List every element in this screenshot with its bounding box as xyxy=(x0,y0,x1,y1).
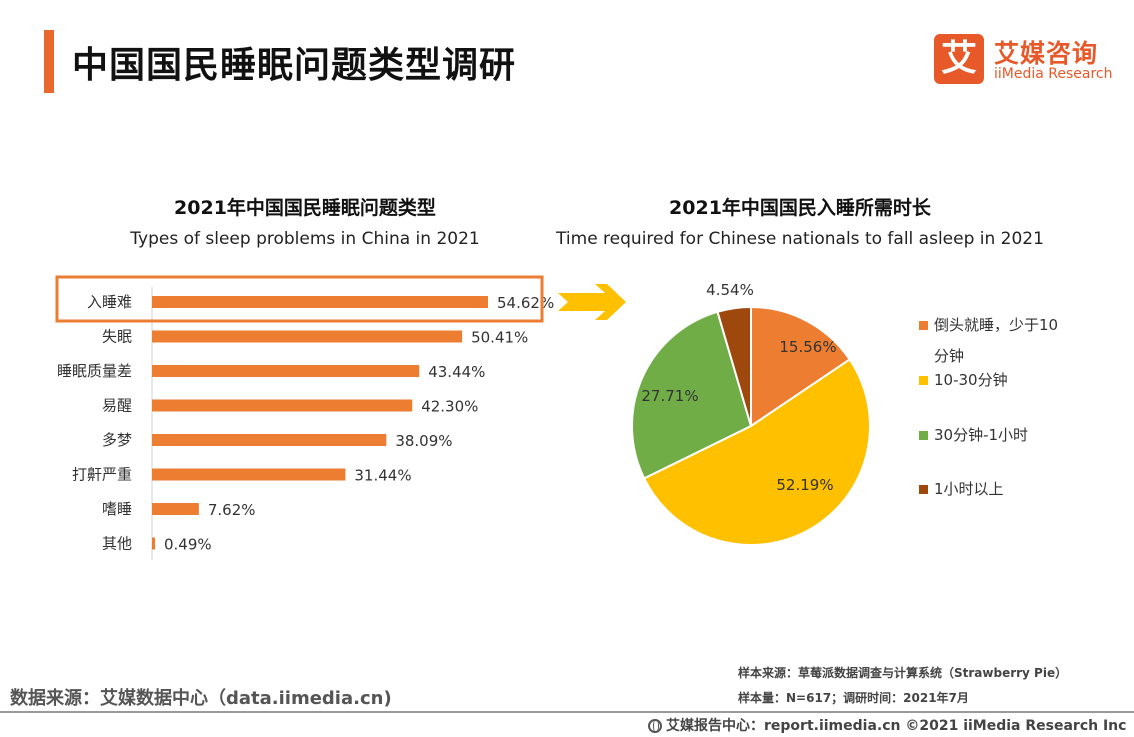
bar xyxy=(152,296,488,308)
legend-label: 1小时以上 xyxy=(934,480,1004,498)
page-title: 中国国民睡眠问题类型调研 xyxy=(72,45,517,86)
bar xyxy=(152,365,420,377)
iimedia-logo: 艾 艾媒咨询 iiMedia Research xyxy=(934,34,1114,86)
bar xyxy=(152,399,413,412)
bar-chart-subtitle: Types of sleep problems in China in 2021 xyxy=(130,229,480,249)
sample-source: 样本来源：草莓派数据调查与计算系统（Strawberry Pie） xyxy=(738,666,1068,680)
bar-category-label: 嗜睡 xyxy=(102,500,132,518)
copyright-text: 艾媒报告中心：report.iimedia.cn ©2021 iiMedia R… xyxy=(666,718,1127,734)
bar-category-label: 失眠 xyxy=(102,328,132,346)
bar-value-label: 7.62% xyxy=(208,501,256,519)
pie-chart-title: 2021年中国国民入睡所需时长 xyxy=(669,197,931,219)
title-accent-bar xyxy=(44,30,54,93)
legend-label: 分钟 xyxy=(934,347,964,365)
data-source: 数据来源：艾媒数据中心（data.iimedia.cn) xyxy=(10,688,392,709)
pie-value-label: 27.71% xyxy=(641,387,698,405)
bar-value-label: 42.30% xyxy=(421,398,478,416)
arrow-icon xyxy=(558,284,626,320)
pie-slice xyxy=(630,310,753,480)
legend-swatch xyxy=(919,485,928,494)
bar-category-label: 多梦 xyxy=(102,431,132,449)
legend-swatch xyxy=(919,321,928,330)
pie-slice xyxy=(642,358,871,546)
pie-chart-subtitle: Time required for Chinese nationals to f… xyxy=(556,229,1044,249)
legend-label: 10-30分钟 xyxy=(934,371,1008,389)
bar-value-label: 38.09% xyxy=(395,432,452,450)
bar xyxy=(152,330,463,343)
footer-divider xyxy=(0,711,1134,713)
pie-value-label: 15.56% xyxy=(779,338,836,356)
logo-en-text: iiMedia Research xyxy=(994,66,1113,82)
globe-icon xyxy=(648,719,662,733)
bar xyxy=(152,503,199,515)
bar xyxy=(152,468,346,481)
pie-value-label: 4.54% xyxy=(706,281,754,299)
bar-category-label: 打鼾严重 xyxy=(72,466,132,484)
legend-swatch xyxy=(919,431,928,440)
legend-swatch xyxy=(919,376,928,385)
bar-value-label: 0.49% xyxy=(164,536,212,554)
legend-label: 倒头就睡，少于10 xyxy=(934,316,1058,334)
highlight-box xyxy=(55,275,544,323)
sample-size: 样本量：N=617；调研时间：2021年7月 xyxy=(738,691,969,705)
bar xyxy=(152,537,156,550)
copyright: 艾媒报告中心：report.iimedia.cn ©2021 iiMedia R… xyxy=(648,715,1126,735)
bar-category-label: 其他 xyxy=(102,535,132,553)
legend-label: 30分钟-1小时 xyxy=(934,426,1028,444)
pie-slice xyxy=(716,305,752,427)
bar-category-label: 易醒 xyxy=(102,397,132,415)
bar-chart-title: 2021年中国国民睡眠问题类型 xyxy=(174,197,436,219)
logo-mark: 艾 xyxy=(934,34,984,84)
bar-category-label: 入睡难 xyxy=(87,293,132,311)
logo-cn-text: 艾媒咨询 xyxy=(994,39,1099,68)
pie-slice xyxy=(750,305,852,428)
bar-value-label: 31.44% xyxy=(354,467,411,485)
pie-value-label: 52.19% xyxy=(776,476,833,494)
bar-value-label: 54.62% xyxy=(497,294,554,312)
bar xyxy=(152,434,387,446)
bar-category-label: 睡眠质量差 xyxy=(57,362,132,380)
bar-value-label: 50.41% xyxy=(471,329,528,347)
bar-value-label: 43.44% xyxy=(428,363,485,381)
